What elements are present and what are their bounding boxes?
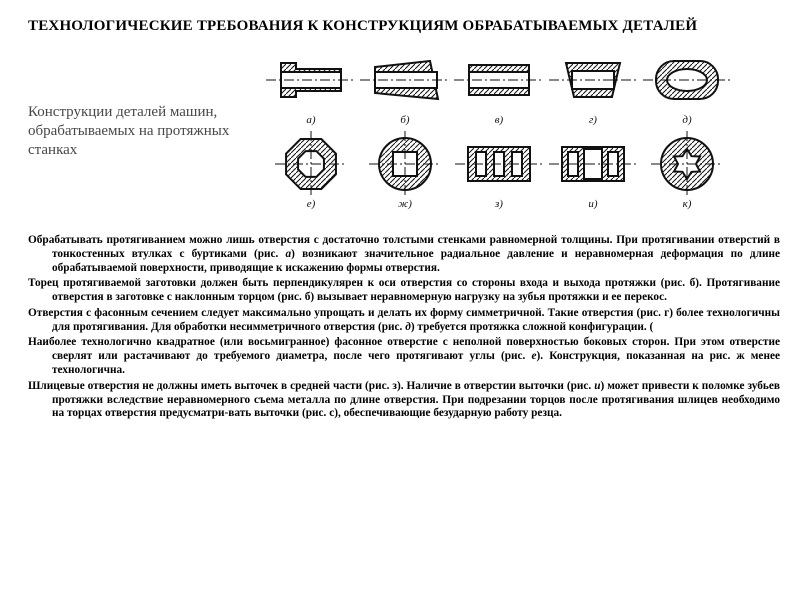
svg-text:а): а) <box>306 114 316 126</box>
figure-caption: Конструкции деталей машин, обрабатываемы… <box>28 103 248 159</box>
technical-figure: а) б) в) г) д) е) ж) з) и) к) <box>266 49 780 214</box>
paragraph: Наиболее технологично квадратное (или во… <box>28 336 780 377</box>
page-title: ТЕХНОЛОГИЧЕСКИЕ ТРЕБОВАНИЯ К КОНСТРУКЦИЯ… <box>28 18 780 35</box>
paragraph: Шлицевые отверстия не должны иметь выточ… <box>28 380 780 421</box>
svg-text:з): з) <box>494 198 503 210</box>
svg-text:ж): ж) <box>398 198 412 210</box>
svg-text:к): к) <box>683 198 692 210</box>
paragraph: Отверстия с фасонным сечением следует ма… <box>28 307 780 335</box>
figure-row: Конструкции деталей машин, обрабатываемы… <box>28 49 780 214</box>
svg-text:г): г) <box>589 114 597 126</box>
paragraph: Обрабатывать протягиванием можно лишь от… <box>28 234 780 275</box>
paragraph: Торец протягиваемой заготовки должен быт… <box>28 277 780 305</box>
svg-text:и): и) <box>588 198 598 210</box>
svg-text:д): д) <box>682 114 692 126</box>
svg-text:е): е) <box>307 198 316 210</box>
svg-text:б): б) <box>400 114 410 126</box>
page: ТЕХНОЛОГИЧЕСКИЕ ТРЕБОВАНИЯ К КОНСТРУКЦИЯ… <box>0 0 800 431</box>
svg-text:в): в) <box>495 114 504 126</box>
body-text: Обрабатывать протягиванием можно лишь от… <box>28 234 780 421</box>
